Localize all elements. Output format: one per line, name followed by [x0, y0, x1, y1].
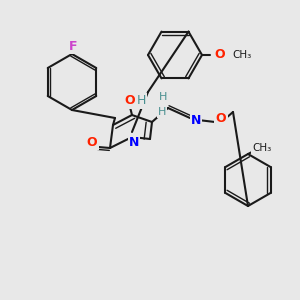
Text: O: O	[125, 94, 135, 107]
Text: N: N	[129, 136, 139, 148]
Text: H: H	[158, 107, 166, 117]
Text: F: F	[69, 40, 77, 52]
Text: O: O	[87, 136, 97, 148]
Text: O: O	[215, 49, 225, 62]
Text: H: H	[159, 92, 167, 102]
Text: CH₃: CH₃	[252, 143, 272, 153]
Text: N: N	[191, 113, 201, 127]
Text: H: H	[136, 94, 146, 107]
Text: O: O	[216, 112, 226, 125]
Text: CH₃: CH₃	[232, 50, 251, 60]
